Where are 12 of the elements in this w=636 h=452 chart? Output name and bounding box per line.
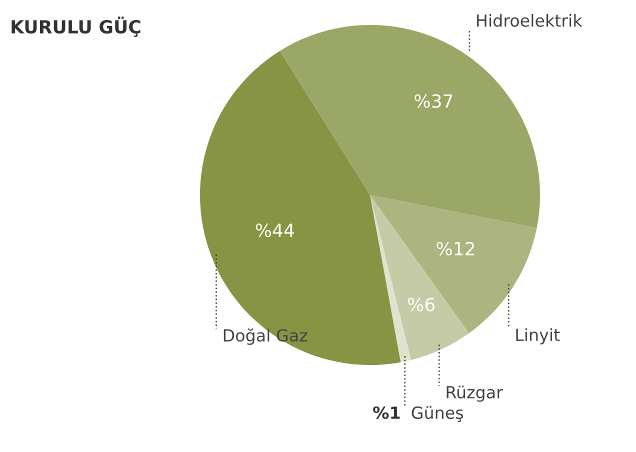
slice-label: Doğal Gaz	[224, 328, 308, 345]
data-label: %12	[436, 242, 474, 256]
slice-label: Hidroelektrik	[477, 14, 582, 27]
data-label: %44	[256, 223, 294, 238]
slice-label: Güneş	[412, 406, 464, 422]
chart-title: KURULU GÜÇ	[12, 16, 140, 37]
data-label: %1	[373, 406, 400, 420]
data-label: %6	[408, 298, 435, 312]
slice-label: Linyit	[516, 328, 560, 344]
pie-slice	[200, 50, 401, 365]
slice-label: Rüzgar	[446, 386, 503, 402]
data-label: %37	[414, 94, 452, 108]
